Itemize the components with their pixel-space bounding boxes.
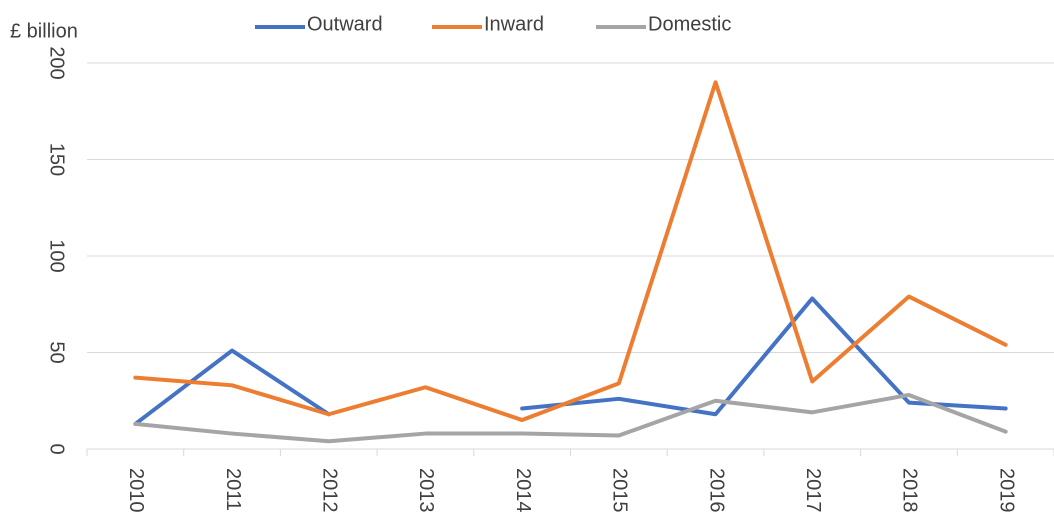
x-tick-label: 2012 [318,468,340,513]
y-tick-label: 200 [46,46,68,79]
series-line [520,296,1008,417]
series-line [133,392,1008,444]
x-tick-label: 2018 [899,468,921,513]
y-axis-title: £ billion [10,20,78,42]
y-tick-label: 0 [46,443,68,454]
series-line [133,80,1008,423]
x-tick-label: 2019 [995,468,1017,513]
x-tick-label: 2011 [222,468,244,511]
legend-label: Inward [484,13,544,35]
y-tick-label: 100 [46,239,68,272]
legend-label: Domestic [648,13,731,35]
x-tick-label: 2017 [802,468,824,513]
legend-label: Outward [307,13,383,35]
x-tick-label: 2013 [415,468,437,513]
y-tick-label: 50 [46,341,68,363]
series-line [133,348,331,426]
x-tick-label: 2015 [609,468,631,513]
y-tick-label: 150 [46,143,68,176]
x-tick-label: 2016 [705,468,727,513]
x-tick-label: 2010 [125,468,147,513]
x-tick-label: 2014 [512,468,534,513]
